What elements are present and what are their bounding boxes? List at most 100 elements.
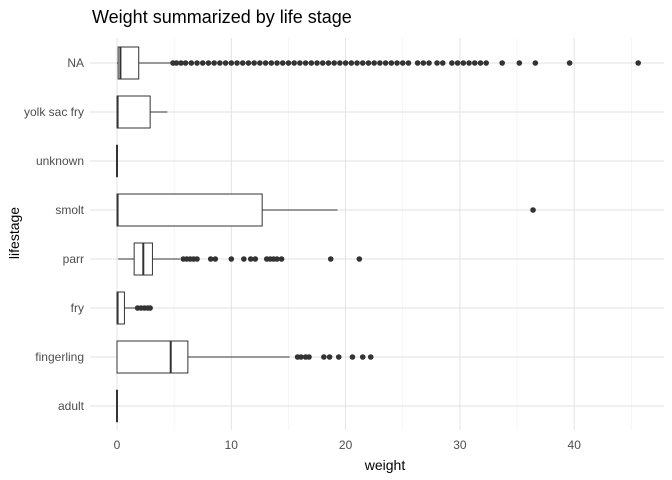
outlier-point (388, 60, 395, 66)
outlier-point (356, 256, 363, 262)
outlier-point (234, 60, 240, 66)
outlier-point (371, 60, 377, 66)
outlier-point (327, 256, 334, 262)
outlier-point (399, 60, 406, 66)
outlier-point (367, 354, 374, 360)
outlier-point (348, 60, 355, 66)
outlier-point (268, 60, 275, 66)
outlier-point (325, 60, 332, 66)
outlier-point (460, 60, 467, 66)
outlier-point (454, 60, 461, 66)
outlier-point (394, 60, 400, 66)
outlier-point (414, 60, 421, 66)
outlier-point (212, 256, 219, 262)
box-rect (116, 193, 263, 227)
outlier-layer (134, 60, 642, 360)
box-rect (116, 340, 189, 374)
outlier-point (365, 60, 372, 66)
outlier-point (194, 256, 200, 262)
outlier-point (297, 60, 303, 66)
outlier-point (483, 60, 489, 66)
box-rect (116, 95, 151, 129)
x-tick-labels: 0 10 20 30 40 (114, 438, 582, 452)
outlier-point (306, 354, 312, 360)
outlier-point (274, 256, 280, 262)
outlier-point (499, 60, 505, 66)
outlier-point (173, 60, 180, 66)
outlier-point (354, 60, 360, 66)
y-tick-label: adult (58, 399, 85, 413)
outlier-point (278, 256, 285, 262)
outlier-point (199, 60, 206, 66)
y-tick-label: unknown (36, 154, 84, 168)
outlier-point (262, 60, 269, 66)
outlier-point (222, 60, 229, 66)
outlier-point (188, 60, 195, 66)
outlier-point (532, 60, 539, 66)
x-tick-label: 10 (225, 438, 239, 452)
outlier-point (194, 60, 200, 66)
outlier-point (228, 60, 235, 66)
outlier-point (147, 305, 153, 311)
y-tick-label: parr (63, 252, 84, 266)
x-tick-label: 20 (339, 438, 353, 452)
outlier-point (239, 60, 246, 66)
box-fingerling (116, 340, 290, 374)
outlier-point (291, 60, 297, 66)
outlier-point (252, 256, 259, 262)
outlier-point (247, 256, 254, 262)
outlier-point (477, 60, 484, 66)
outlier-point (331, 60, 337, 66)
outlier-point (635, 60, 642, 66)
outlier-point (298, 354, 304, 360)
outlier-point (321, 354, 327, 360)
outlier-point (279, 60, 286, 66)
outlier-point (285, 60, 292, 66)
outlier-point (314, 60, 320, 66)
outlier-point (326, 354, 333, 360)
y-tick-label: smolt (55, 203, 84, 217)
outlier-point (257, 60, 263, 66)
box-rect (117, 46, 140, 80)
x-tick-label: 30 (453, 438, 467, 452)
outlier-point (241, 256, 247, 262)
outlier-point (516, 60, 523, 66)
y-tick-label: yolk sac fry (24, 105, 84, 119)
outlier-point (217, 60, 223, 66)
outlier-point (349, 354, 356, 360)
outlier-point (319, 60, 326, 66)
outlier-point (566, 60, 573, 66)
y-axis-title: lifestage (6, 207, 22, 259)
box-parr (118, 242, 180, 276)
outlier-point (308, 60, 315, 66)
outlier-point (302, 60, 309, 66)
outlier-point (471, 60, 478, 66)
outlier-point (449, 60, 455, 66)
outlier-point (434, 60, 440, 66)
x-axis-title: weight (364, 457, 406, 473)
outlier-point (205, 60, 212, 66)
outlier-point (342, 60, 349, 66)
outlier-point (228, 256, 235, 262)
box-layer (116, 46, 338, 423)
box-na (117, 46, 172, 80)
outlier-point (335, 354, 342, 360)
box-smolt (116, 193, 338, 227)
outlier-point (382, 60, 389, 66)
outlier-point (274, 60, 280, 66)
box-fry (116, 291, 136, 325)
y-tick-label: fingerling (35, 350, 84, 364)
outlier-point (178, 60, 184, 66)
outlier-point (377, 60, 383, 66)
chart-title: Weight summarized by life stage (92, 7, 352, 27)
outlier-point (359, 60, 366, 66)
outlier-point (466, 60, 472, 66)
outlier-point (207, 256, 214, 262)
outlier-point (405, 60, 412, 66)
outlier-point (337, 60, 343, 66)
outlier-point (530, 207, 536, 213)
outlier-point (182, 60, 189, 66)
outlier-point (439, 60, 446, 66)
